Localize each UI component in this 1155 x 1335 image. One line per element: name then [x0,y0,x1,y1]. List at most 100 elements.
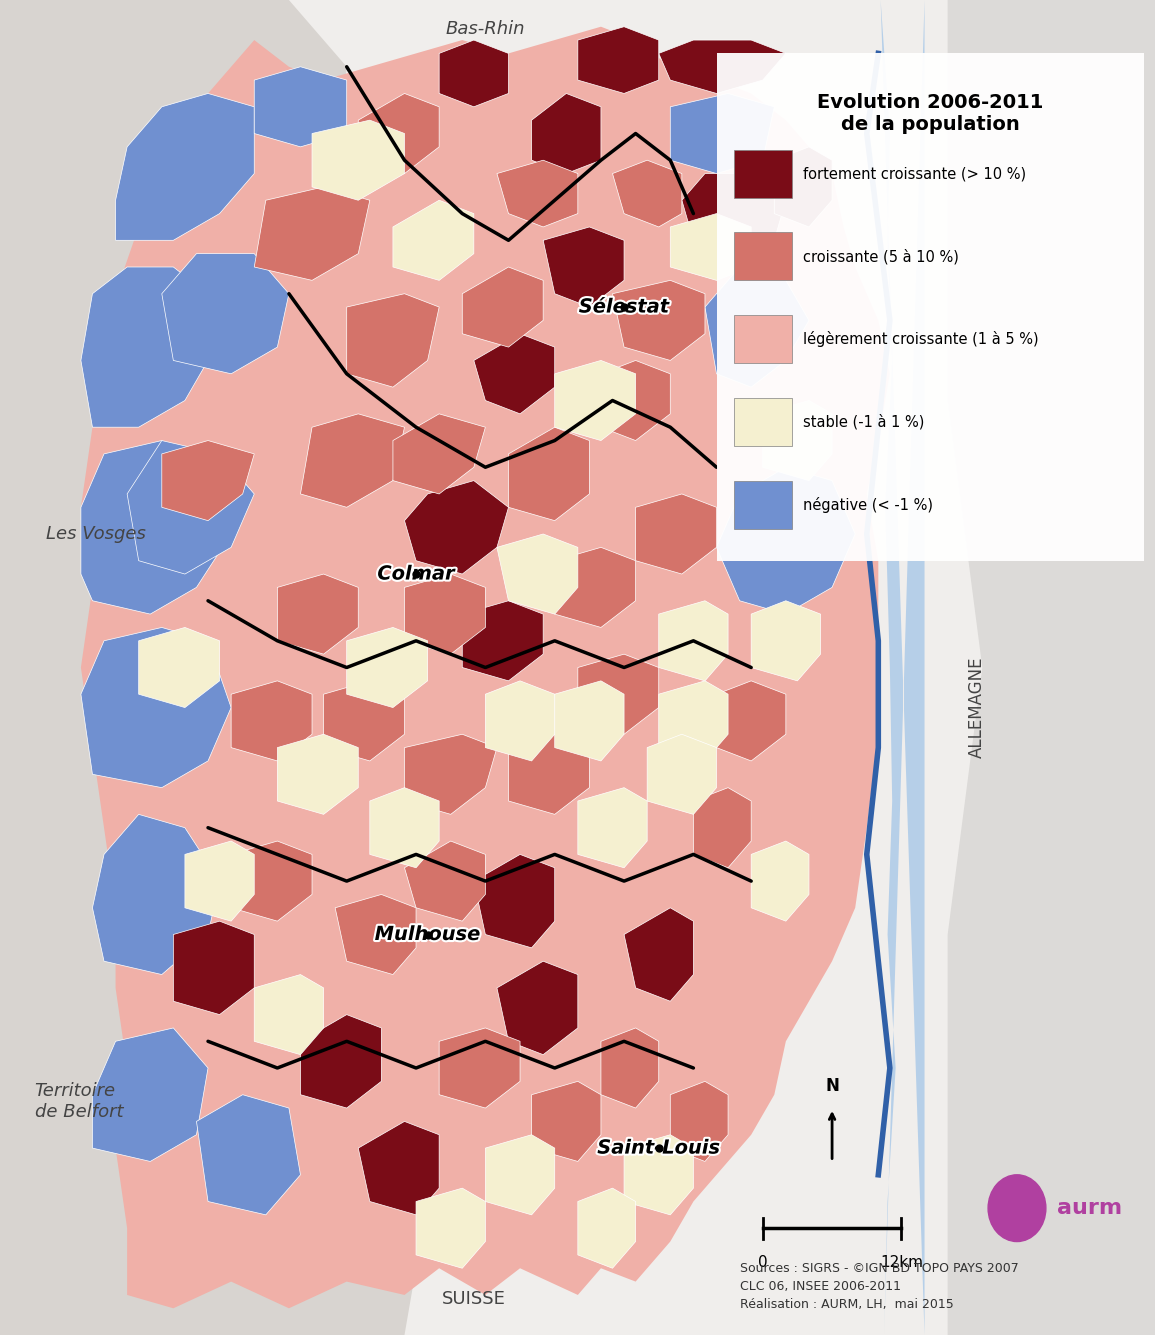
Polygon shape [81,267,208,427]
Polygon shape [462,267,543,347]
Polygon shape [578,654,658,734]
Text: Territoire
de Belfort: Territoire de Belfort [35,1081,124,1121]
Polygon shape [81,27,889,1308]
Polygon shape [658,601,728,681]
Polygon shape [716,681,785,761]
Polygon shape [670,214,751,280]
Text: ALLEMAGNE: ALLEMAGNE [967,657,985,758]
Polygon shape [196,1095,300,1215]
Polygon shape [681,174,785,254]
Polygon shape [578,788,647,868]
Polygon shape [554,360,635,441]
Polygon shape [254,975,323,1055]
Polygon shape [762,400,832,481]
Text: croissante (5 à 10 %): croissante (5 à 10 %) [803,248,959,264]
Polygon shape [751,841,808,921]
Bar [733,150,791,198]
Polygon shape [300,1015,381,1108]
Polygon shape [497,961,578,1055]
Polygon shape [393,200,474,280]
Text: 12km: 12km [879,1255,923,1270]
Polygon shape [439,1028,520,1108]
Polygon shape [578,27,658,93]
Polygon shape [127,441,254,574]
FancyBboxPatch shape [716,53,1143,561]
Polygon shape [300,414,404,507]
Polygon shape [358,1121,439,1215]
Polygon shape [612,160,681,227]
Polygon shape [508,427,589,521]
Polygon shape [277,734,358,814]
Text: Bas-Rhin: Bas-Rhin [446,20,524,37]
Polygon shape [81,627,231,788]
Text: Evolution 2006-2011
de la population: Evolution 2006-2011 de la population [817,93,1043,135]
Text: SUISSE: SUISSE [441,1291,506,1308]
Polygon shape [92,1028,208,1161]
Text: 0: 0 [758,1255,767,1270]
Polygon shape [116,93,254,240]
Polygon shape [0,0,439,1335]
Polygon shape [277,574,358,654]
Polygon shape [624,908,693,1001]
Text: négative (< -1 %): négative (< -1 %) [803,497,932,513]
Polygon shape [346,627,427,708]
Polygon shape [139,627,219,708]
Polygon shape [254,67,346,147]
Polygon shape [497,160,578,227]
Polygon shape [543,227,624,307]
Polygon shape [947,0,1155,1335]
Polygon shape [693,788,751,868]
Polygon shape [601,360,670,441]
Polygon shape [531,1081,601,1161]
Text: fortement croissante (> 10 %): fortement croissante (> 10 %) [803,166,1026,182]
Polygon shape [335,894,416,975]
Polygon shape [346,294,439,387]
Polygon shape [774,147,832,227]
Polygon shape [254,187,370,280]
Polygon shape [162,441,254,521]
Polygon shape [497,534,578,614]
Polygon shape [474,334,554,414]
Circle shape [988,1175,1045,1242]
Bar [733,481,791,529]
Polygon shape [231,681,312,761]
Polygon shape [751,601,820,681]
Text: Mulhouse: Mulhouse [374,925,480,944]
Bar [733,315,791,363]
Polygon shape [416,1188,485,1268]
Polygon shape [231,841,312,921]
Polygon shape [554,547,635,627]
Polygon shape [81,441,231,614]
Polygon shape [185,841,254,921]
Text: légèrement croissante (1 à 5 %): légèrement croissante (1 à 5 %) [803,331,1038,347]
Polygon shape [162,254,289,374]
Polygon shape [578,1188,635,1268]
Polygon shape [716,467,855,614]
Polygon shape [404,841,485,921]
Polygon shape [705,267,808,387]
Polygon shape [404,481,508,574]
Polygon shape [485,1135,554,1215]
Polygon shape [370,788,439,868]
Polygon shape [404,574,485,654]
Text: Colmar: Colmar [378,565,454,583]
Text: Saint-Louis: Saint-Louis [597,1139,720,1157]
Polygon shape [474,854,554,948]
Polygon shape [508,734,589,814]
Polygon shape [658,40,785,93]
Polygon shape [462,601,543,681]
Polygon shape [404,734,497,814]
Text: N: N [825,1077,839,1095]
Bar [733,232,791,280]
Polygon shape [173,921,254,1015]
Polygon shape [92,814,219,975]
Polygon shape [531,93,601,174]
Text: Sélestat: Sélestat [579,298,669,316]
Polygon shape [323,681,404,761]
Text: aurm: aurm [1057,1199,1122,1218]
Polygon shape [635,494,716,574]
Polygon shape [439,40,508,107]
Polygon shape [554,681,624,761]
Polygon shape [393,414,485,494]
Polygon shape [670,1081,728,1161]
